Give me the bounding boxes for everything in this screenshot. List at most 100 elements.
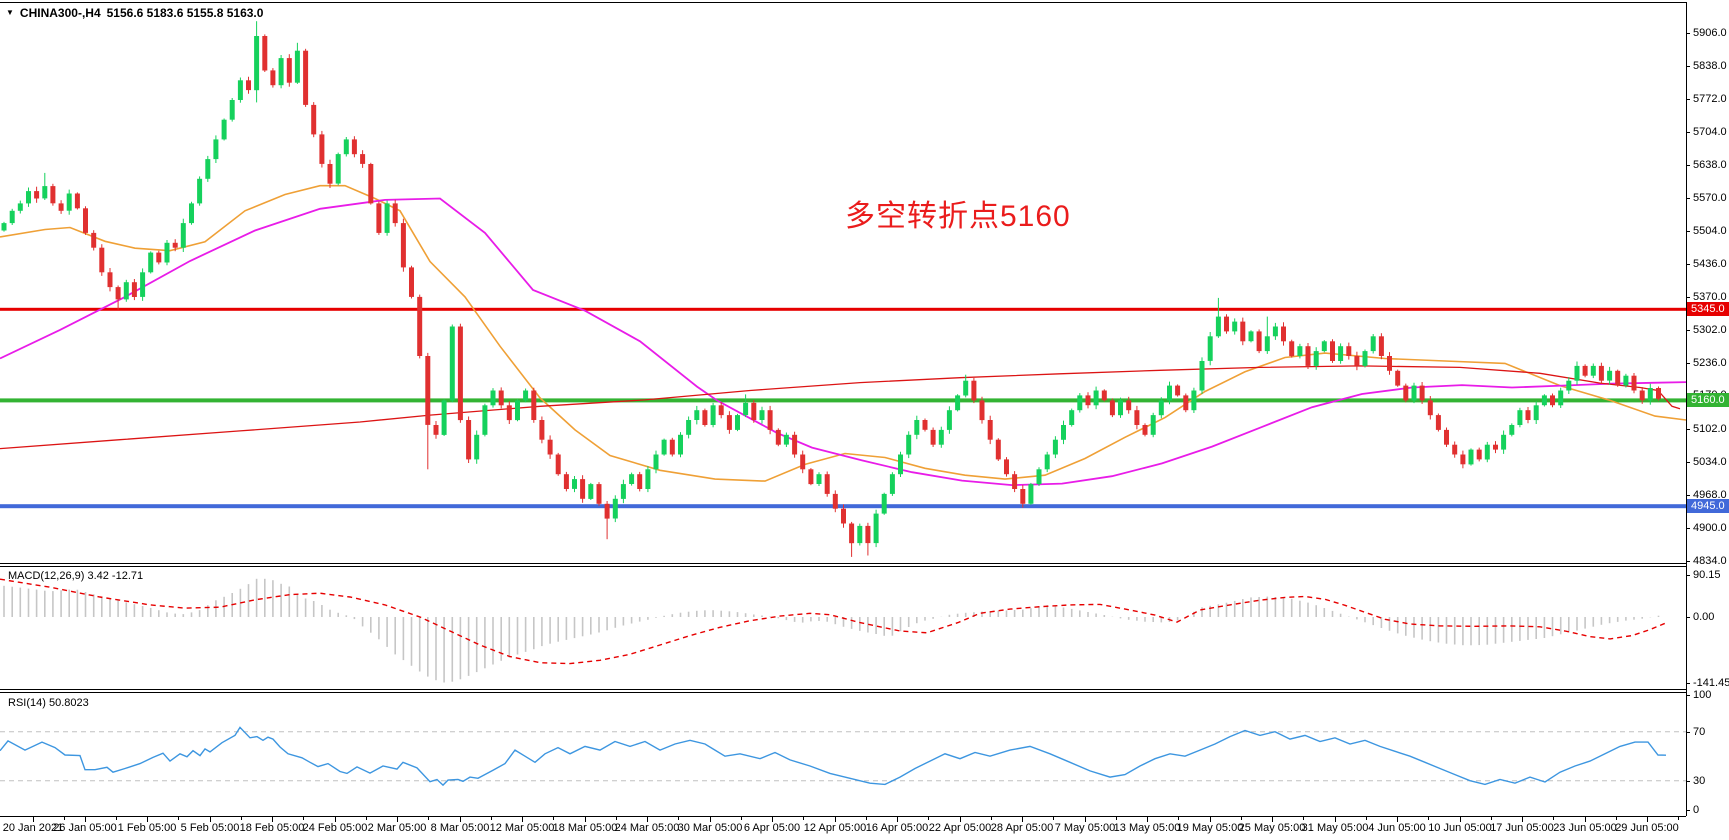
price-axis-border — [1686, 2, 1687, 816]
candle-body — [946, 410, 952, 430]
time-axis-label: 17 Jun 05:00 — [1490, 822, 1554, 834]
candle-body — [580, 479, 586, 499]
candle-body — [1517, 410, 1523, 425]
price-axis-label: 5436.0 — [1693, 258, 1727, 270]
price-axis-tick — [1686, 33, 1690, 34]
price-level-tag: 5160.0 — [1687, 393, 1729, 407]
candle-body — [547, 439, 553, 455]
price-axis-label: 5302.0 — [1693, 324, 1727, 336]
candle-body — [881, 493, 887, 514]
time-axis-minor-tick — [1678, 817, 1679, 820]
candle-body — [1403, 385, 1409, 401]
time-axis-minor-tick — [241, 817, 242, 820]
macd-axis-tick — [1686, 575, 1690, 576]
candle-body — [800, 454, 806, 470]
candle-body — [91, 232, 97, 248]
candle-body — [726, 415, 732, 430]
time-axis-label: 8 Mar 05:00 — [430, 822, 490, 834]
chart-header: ▼ CHINA300-,H4 5156.6 5183.6 5155.8 5163… — [6, 6, 263, 20]
time-axis-tick — [147, 817, 148, 822]
time-axis-minor-tick — [1053, 817, 1054, 820]
candle-body — [1004, 459, 1009, 475]
time-axis-minor-tick — [991, 817, 992, 820]
candle-body — [172, 242, 178, 248]
candle-body — [433, 425, 439, 435]
candle-body — [205, 159, 211, 179]
time-axis-label: 30 Mar 05:00 — [677, 822, 743, 834]
candle-body — [751, 402, 757, 420]
time-axis-tick — [1147, 817, 1148, 822]
candle-body — [1183, 395, 1189, 411]
price-axis-label: 5704.0 — [1693, 126, 1727, 138]
time-axis-label: 29 Jun 05:00 — [1615, 822, 1679, 834]
candle-body — [873, 513, 879, 544]
candle-body — [922, 420, 928, 430]
candle-body — [987, 420, 993, 440]
candle-body — [824, 474, 830, 494]
candle-body — [457, 326, 463, 421]
candle-body — [832, 493, 838, 509]
price-axis-tick — [1686, 495, 1690, 496]
price-level-tag: 5345.0 — [1687, 302, 1729, 316]
candle-body — [1452, 444, 1458, 455]
time-axis-label: 18 Feb 05:00 — [239, 822, 305, 834]
candle-body — [596, 484, 602, 504]
rsi-panel-top-border[interactable] — [0, 692, 1686, 693]
candle-body — [156, 252, 162, 263]
candle-body — [539, 420, 545, 440]
candle-body — [1289, 341, 1295, 357]
rsi-axis-tick — [1686, 695, 1690, 696]
candle-body — [1411, 385, 1417, 401]
price-axis-tick — [1686, 429, 1690, 430]
candle-body — [1647, 388, 1653, 401]
time-axis-tick — [835, 817, 836, 822]
candle-body — [1191, 390, 1197, 411]
chart-text-annotation[interactable]: 多空转折点5160 — [845, 200, 1071, 233]
candle-body — [857, 525, 863, 544]
time-axis-minor-tick — [1616, 817, 1617, 820]
candle-body — [1346, 346, 1352, 356]
candle-body — [1582, 365, 1588, 376]
time-axis-label: 13 May 05:00 — [1113, 822, 1181, 834]
rsi-axis-label: 100 — [1693, 689, 1712, 701]
time-axis-label: 28 Apr 05:00 — [990, 822, 1054, 834]
time-axis-minor-tick — [616, 817, 617, 820]
candle-body — [417, 296, 423, 356]
candle-body — [449, 326, 455, 401]
price-axis-label: 5638.0 — [1693, 159, 1727, 171]
price-axis-label: 5838.0 — [1693, 60, 1727, 72]
resistance-line[interactable] — [0, 307, 1686, 311]
rsi-axis-label: 70 — [1693, 726, 1706, 738]
candle-body — [335, 154, 341, 184]
candle-body — [246, 80, 251, 91]
pivot-line[interactable] — [0, 398, 1686, 403]
macd-panel-top-border[interactable] — [0, 566, 1686, 567]
time-axis-tick — [960, 817, 961, 822]
time-axis-label: 23 Jun 05:00 — [1553, 822, 1617, 834]
candle-body — [303, 50, 309, 105]
time-axis-minor-tick — [1366, 817, 1367, 820]
candle-body — [1215, 316, 1221, 337]
price-axis-tick — [1686, 528, 1690, 529]
candle-body — [1321, 341, 1327, 352]
candle-body — [1134, 410, 1140, 425]
time-axis-tick — [647, 817, 648, 822]
candle-body — [955, 395, 961, 411]
price-axis-label: 4834.0 — [1693, 555, 1727, 567]
symbol-dropdown-icon[interactable]: ▼ — [6, 8, 14, 17]
candle-body — [66, 193, 72, 211]
price-axis-label: 5504.0 — [1693, 225, 1727, 237]
time-axis-tick — [1022, 817, 1023, 822]
candle-body — [270, 70, 276, 86]
candle-body — [1256, 331, 1262, 352]
time-axis-minor-tick — [1428, 817, 1429, 820]
candle-body — [963, 380, 969, 396]
candle-body — [1639, 390, 1645, 401]
candle-body — [131, 282, 137, 297]
candle-body — [482, 405, 488, 435]
candle-body — [74, 193, 80, 209]
time-axis-tick — [460, 817, 461, 822]
